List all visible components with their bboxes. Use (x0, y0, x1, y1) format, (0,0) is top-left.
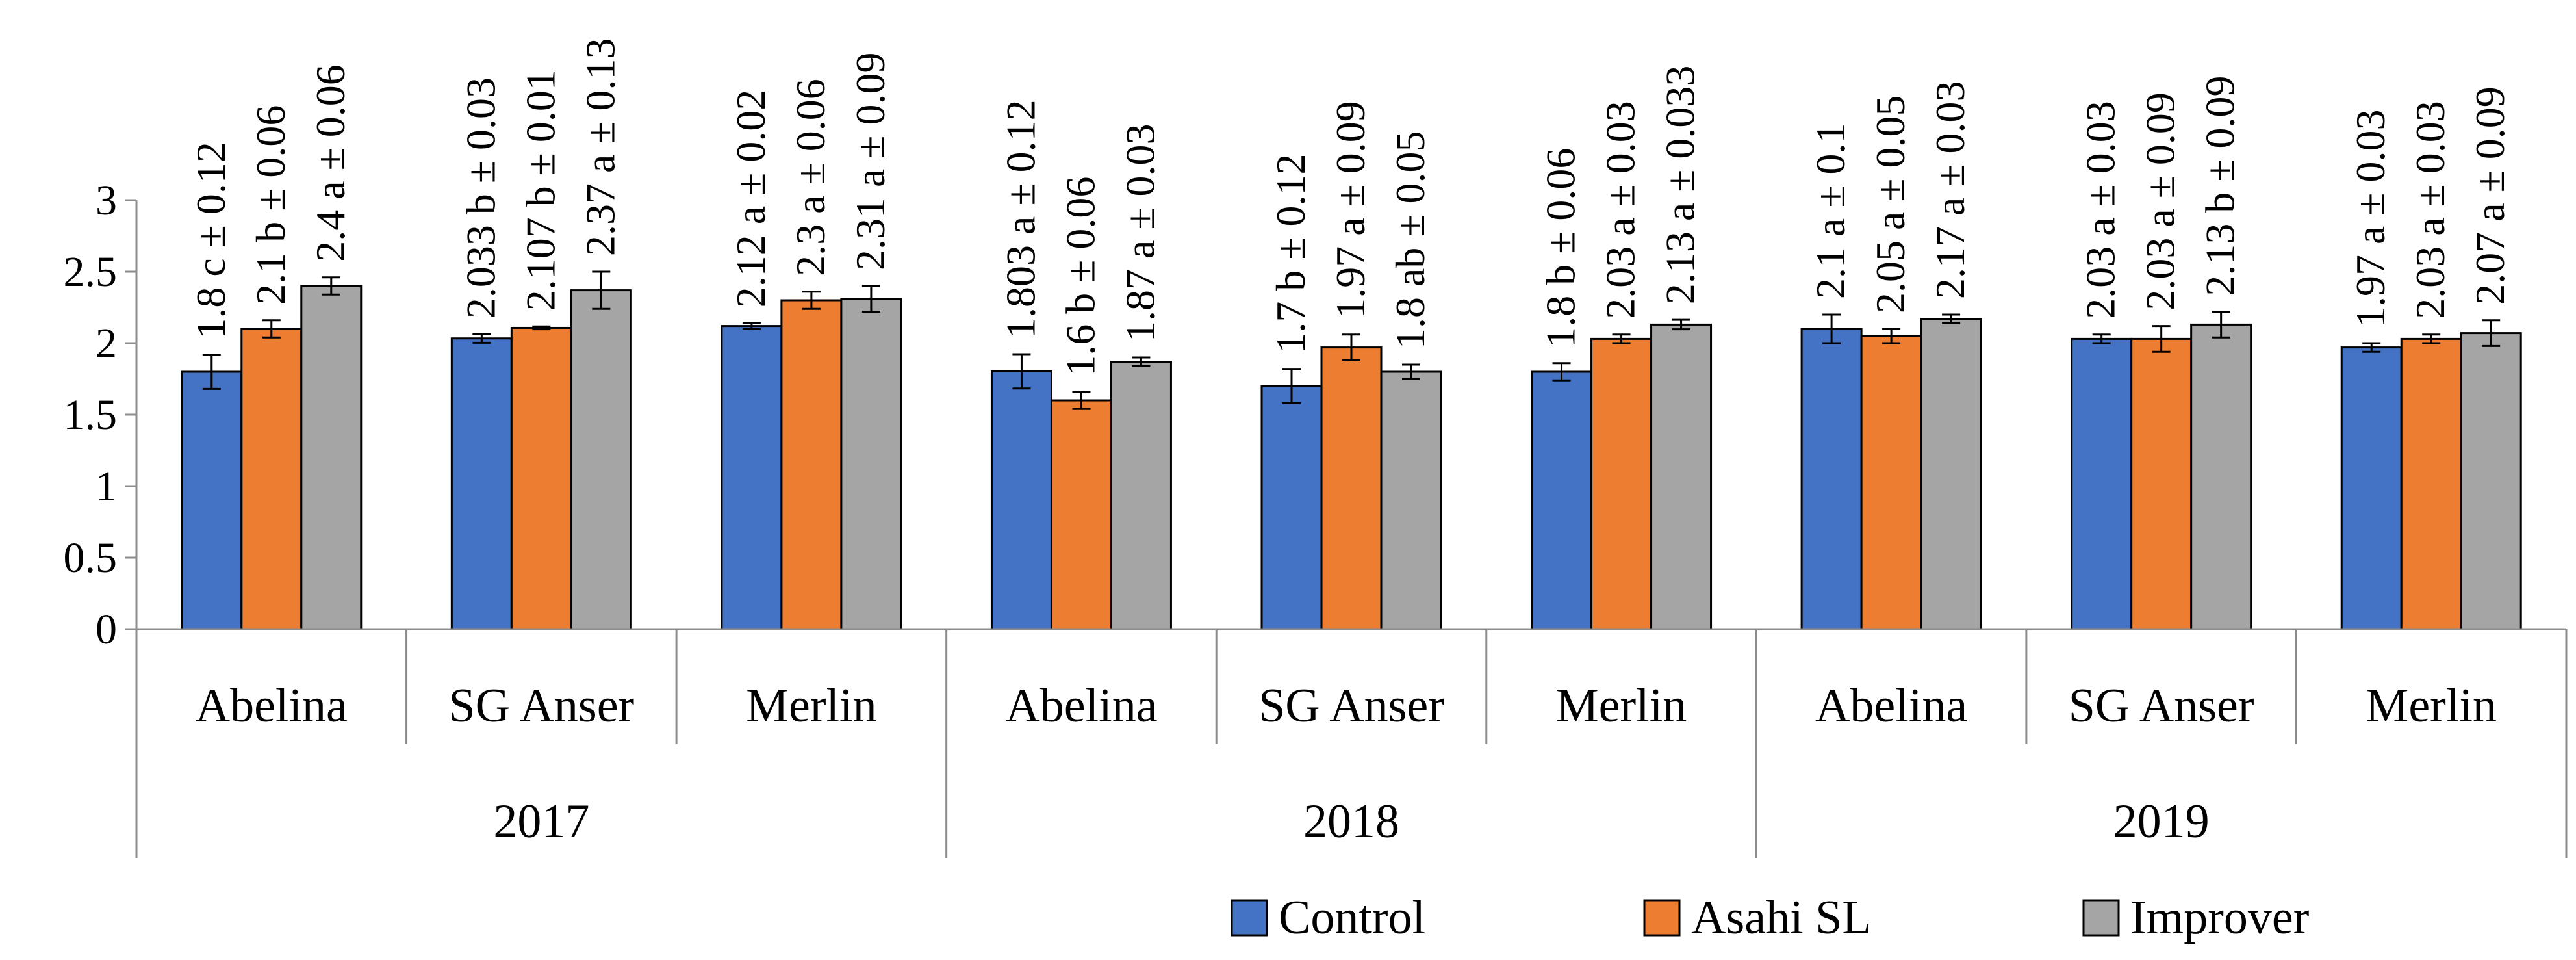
y-tick-label: 0.5 (64, 534, 118, 582)
y-tick-label: 0 (96, 606, 117, 653)
data-label: 2.17 a ± 0.03 (1927, 81, 1973, 299)
x-category-label: Abelina (1815, 679, 1967, 733)
data-label: 1.8 c ± 0.12 (188, 142, 234, 339)
bar-asahi-sl (2400, 337, 2462, 630)
x-year-label: 2017 (493, 795, 589, 848)
data-label: 2.05 a ± 0.05 (1867, 95, 1913, 313)
error-bars (202, 270, 2501, 410)
y-tick-label: 1.5 (64, 391, 118, 439)
data-label: 1.97 a ± 0.03 (2347, 109, 2393, 328)
bar-improver (1110, 361, 1172, 630)
data-label: 2.12 a ± 0.02 (728, 90, 774, 308)
x-category-label: SG Anser (1258, 679, 1444, 733)
data-label: 2.13 a ± 0.033 (1657, 66, 1703, 305)
bar-improver (840, 298, 902, 630)
data-label: 2.1 a ± 0.1 (1807, 122, 1854, 299)
bar-asahi-sl (240, 328, 303, 630)
bar-control (1800, 328, 1863, 630)
y-tick-label: 3 (96, 177, 117, 224)
data-label: 2.03 a ± 0.03 (2078, 101, 2124, 319)
bar-control (2340, 346, 2403, 630)
bar-asahi-sl (780, 299, 843, 630)
legend-label: Improver (2130, 891, 2309, 944)
bar-control (450, 337, 513, 630)
data-label: 2.107 b ± 0.01 (517, 70, 563, 311)
x-category-label: Merlin (1556, 679, 1687, 733)
bar-asahi-sl (1590, 337, 1653, 630)
bar-asahi-sl (2130, 337, 2193, 630)
y-tick-label: 2.5 (64, 248, 118, 296)
bar-asahi-sl (1860, 335, 1922, 630)
data-label: 2.07 a ± 0.09 (2467, 86, 2513, 305)
bar-asahi-sl (1050, 399, 1112, 630)
x-category-label: SG Anser (2069, 679, 2254, 733)
legend-swatch-improver (2082, 899, 2120, 937)
data-label: 1.803 a ± 0.12 (997, 99, 1043, 339)
data-label: 1.87 a ± 0.03 (1117, 123, 1163, 342)
bar-improver (570, 289, 632, 630)
x-year-label: 2018 (1303, 795, 1399, 848)
bar-control (181, 370, 243, 630)
data-label: 2.3 a ± 0.06 (787, 79, 834, 276)
bar-improver (1380, 370, 1442, 630)
x-category-label: Abelina (1005, 679, 1157, 733)
x-axis: Abelina SG Anser Merlin Abelina SG Anser Merl… (135, 628, 2568, 858)
data-labels: 1.8 c ± 0.12 2.1 b ± 0.06 2.4 a ± 0.06 2.03… (188, 38, 2513, 376)
x-category-label: Merlin (2366, 679, 2497, 733)
bar-improver (1650, 323, 1713, 630)
data-label: 2.03 a ± 0.03 (1598, 101, 1644, 319)
data-label: 2.13 b ± 0.09 (2197, 75, 2243, 296)
bar-improver (2190, 323, 2252, 630)
bar-control (2071, 337, 2133, 630)
x-category-label: Abelina (196, 679, 348, 733)
data-label: 1.8 b ± 0.06 (1538, 148, 1584, 348)
bar-asahi-sl (510, 326, 572, 630)
x-year-label: 2019 (2113, 795, 2210, 848)
data-label: 2.4 a ± 0.06 (307, 64, 353, 262)
data-label: 2.03 a ± 0.03 (2407, 101, 2453, 319)
data-label: 1.8 ab ± 0.05 (1387, 131, 1433, 349)
bars (181, 285, 2522, 630)
x-category-label: SG Anser (448, 679, 634, 733)
data-label: 2.03 a ± 0.09 (2137, 92, 2184, 311)
data-label: 2.033 b ± 0.03 (457, 77, 504, 318)
bar-improver (2460, 332, 2522, 630)
y-tick-label: 2 (96, 320, 117, 367)
data-label: 1.97 a ± 0.09 (1327, 101, 1373, 319)
y-axis: 0 0.5 1 1.5 2 2.5 3 (64, 177, 138, 653)
legend-label: Asahi SL (1691, 891, 1872, 944)
x-category-label: Merlin (746, 679, 876, 733)
bar-control (990, 370, 1052, 630)
bar-control (1531, 370, 1593, 630)
bar-asahi-sl (1320, 346, 1383, 630)
legend-swatch-asahi-sl (1643, 899, 1681, 937)
y-tick-label: 1 (96, 463, 117, 510)
bar-improver (1920, 318, 1982, 630)
data-label: 2.1 b ± 0.06 (248, 105, 294, 305)
bar-improver (300, 285, 363, 630)
data-label: 1.7 b ± 0.12 (1268, 153, 1314, 353)
data-label: 2.31 a ± 0.09 (847, 52, 893, 270)
legend-swatch-control (1231, 899, 1268, 937)
bar-control (721, 325, 783, 630)
legend: Control Asahi SL Improver (1231, 891, 2309, 944)
legend-label: Control (1279, 891, 1425, 944)
data-label: 1.6 b ± 0.06 (1057, 177, 1103, 376)
data-label: 2.37 a ± 0.13 (577, 38, 623, 256)
bar-control (1260, 385, 1323, 630)
